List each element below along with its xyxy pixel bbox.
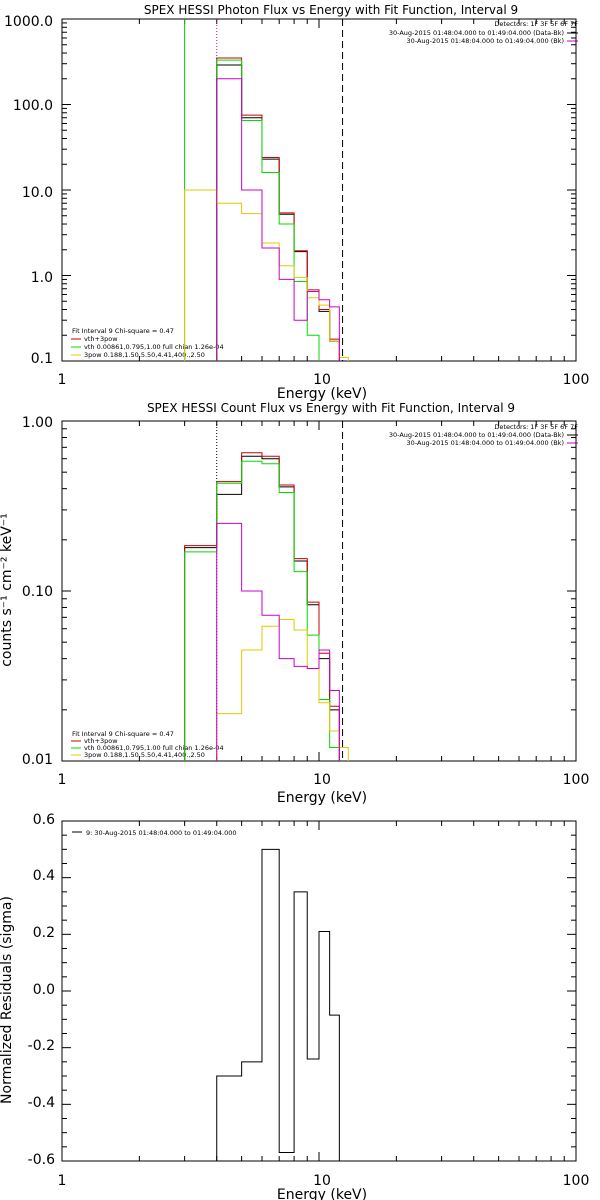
count-legend-bottom-line-0: Fit Interval 9 Chi-square = 0.47	[72, 730, 174, 738]
photon-xlabel: Energy (keV)	[277, 386, 367, 402]
residuals-ytick-6: 0.6	[33, 812, 55, 828]
count-ytick-labels: 0.01 0.10 1.00	[22, 415, 53, 768]
photon-plot-area	[61, 18, 577, 362]
count-xtick-2: 100	[563, 772, 590, 788]
count-ytick-2: 1.00	[22, 415, 53, 431]
count-panel-title: SPEX HESSI Count Flux vs Energy with Fit…	[147, 401, 515, 415]
photon-legend-top-line-1: 30-Aug-2015 01:48:04.000 to 01:49:04.000…	[389, 29, 564, 37]
residuals-series-line-0	[216, 848, 340, 1161]
photon-legend-bottom: Fit Interval 9 Chi-square = 0.47 vth+3po…	[71, 327, 224, 359]
count-plot-area	[61, 420, 577, 762]
residuals-series-0	[216, 848, 340, 1161]
residuals-ylabel: Normalized Residuals (sigma)	[0, 896, 15, 1104]
photon-ytick-4: 1000.0	[4, 14, 53, 30]
count-series-0	[184, 455, 340, 761]
count-series-1	[184, 452, 340, 761]
residuals-ytick-2: -0.2	[28, 1038, 55, 1054]
photon-flux-panel: SPEX HESSI Photon Flux vs Energy with Fi…	[4, 3, 589, 402]
count-series-line-4	[216, 522, 340, 761]
residuals-xtick-0: 1	[58, 1173, 67, 1189]
residuals-xtick-2: 100	[563, 1173, 590, 1189]
count-legend-top-line-2: 30-Aug-2015 01:48:04.000 to 01:49:04.000…	[407, 439, 564, 447]
count-series-line-1	[184, 452, 340, 761]
photon-xtick-labels: 1 10 100	[58, 372, 590, 388]
residuals-legend-text: 9: 30-Aug-2015 01:48:04.000 to 01:49:04.…	[86, 829, 237, 837]
residuals-ytick-5: 0.4	[33, 868, 55, 884]
photon-xtick-2: 100	[563, 372, 590, 388]
count-xlabel: Energy (keV)	[277, 790, 367, 806]
count-ylabel: counts s⁻¹ cm⁻² keV⁻¹	[0, 513, 15, 667]
residuals-ytick-1: -0.4	[28, 1095, 55, 1111]
residuals-panel: Normalized Residuals (sigma) -0.6 -0.4 -…	[0, 812, 589, 1200]
photon-xtick-1: 10	[313, 372, 331, 388]
residuals-xtick-1: 10	[313, 1173, 331, 1189]
count-legend-bottom-line-2: vth 0.00861,0.795,1.00 full chian 1.26e-…	[84, 744, 224, 752]
photon-series-3	[184, 189, 349, 361]
photon-legend-bottom-line-2: vth 0.00861,0.795,1.00 full chian 1.26e-…	[84, 343, 224, 351]
count-series-4	[216, 522, 340, 761]
photon-legend-bottom-line-0: Fit Interval 9 Chi-square = 0.47	[72, 327, 174, 335]
residuals-ytick-0: -0.6	[28, 1152, 55, 1168]
residuals-ytick-4: 0.2	[33, 925, 55, 941]
photon-series-line-3	[184, 189, 349, 361]
residuals-xtick-labels: 1 10 100	[58, 1173, 590, 1189]
count-legend-bottom-line-1: vth+3pow	[84, 737, 118, 745]
count-xtick-1: 10	[313, 772, 331, 788]
residuals-ytick-labels: -0.6 -0.4 -0.2 0.0 0.2 0.4 0.6	[28, 812, 55, 1168]
residuals-ytick-3: 0.0	[33, 982, 55, 998]
count-series-2	[184, 460, 340, 761]
count-xtick-labels: 1 10 100	[58, 772, 590, 788]
count-flux-panel: SPEX HESSI Count Flux vs Energy with Fit…	[0, 401, 589, 806]
photon-ytick-1: 1.0	[31, 270, 53, 286]
count-xtick-0: 1	[58, 772, 67, 788]
residuals-legend: 9: 30-Aug-2015 01:48:04.000 to 01:49:04.…	[72, 829, 237, 837]
photon-ytick-0: 0.1	[31, 351, 53, 367]
count-ytick-0: 0.01	[22, 752, 53, 768]
count-legend-bottom: Fit Interval 9 Chi-square = 0.47 vth+3po…	[71, 730, 224, 759]
photon-legend-top-line-2: 30-Aug-2015 01:48:04.000 to 01:49:04.000…	[407, 37, 564, 45]
photon-panel-title: SPEX HESSI Photon Flux vs Energy with Fi…	[144, 3, 518, 17]
photon-ytick-2: 10.0	[22, 185, 53, 201]
count-series-3	[216, 618, 349, 761]
photon-series-4	[216, 78, 340, 361]
count-series-line-2	[184, 460, 340, 761]
residuals-xlabel: Energy (keV)	[277, 1187, 367, 1200]
photon-xtick-0: 1	[58, 372, 67, 388]
photon-legend-bottom-line-3: 3pow 0.188,1.50,5.50,4.41,400.,2.50	[84, 351, 205, 359]
photon-ytick-labels: 0.1 1.0 10.0 100.0 1000.0	[4, 14, 53, 367]
photon-legend-bottom-line-1: vth+3pow	[84, 335, 118, 343]
count-legend-top-line-0: Detectors: 1F 3F 5F 6F 7F	[494, 423, 578, 431]
photon-ytick-3: 100.0	[13, 98, 53, 114]
count-legend-top-line-1: 30-Aug-2015 01:48:04.000 to 01:49:04.000…	[389, 431, 564, 439]
photon-series-line-4	[216, 78, 340, 361]
count-ytick-1: 0.10	[22, 584, 53, 600]
count-legend-bottom-line-3: 3pow 0.188,1.50,5.50,4.41,400.,2.50	[84, 751, 205, 759]
count-series-line-0	[184, 455, 340, 761]
count-series-line-3	[216, 618, 349, 761]
residuals-plot-area	[61, 820, 577, 1162]
